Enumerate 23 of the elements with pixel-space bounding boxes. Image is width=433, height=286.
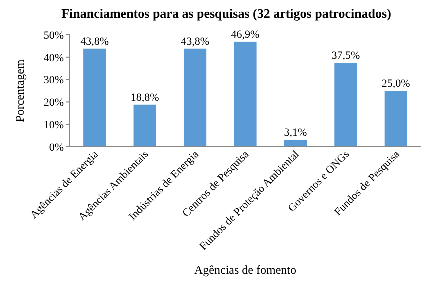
chart-title: Financiamentos para as pesquisas (32 artigos patrocinados) [62, 6, 392, 21]
bar [334, 63, 358, 147]
y-tick-label: 50% [44, 30, 64, 42]
y-tick-label: 30% [44, 74, 64, 87]
bar [134, 104, 156, 147]
data-label: 25,0% [382, 78, 410, 90]
bar [384, 91, 408, 147]
data-label: 18,8% [130, 92, 160, 104]
bar [84, 48, 106, 147]
bar [184, 48, 207, 147]
y-tick-label: 20% [44, 97, 64, 110]
y-tick-label: 40% [44, 52, 64, 64]
data-label: 37,5% [332, 50, 360, 62]
data-label: 3,1% [284, 127, 308, 140]
data-label: 46,9% [231, 28, 260, 41]
y-tick-label: 10% [44, 119, 64, 132]
x-axis-title: Agências de fomento [194, 263, 296, 277]
data-label: 43,8% [80, 36, 110, 48]
y-axis-title: Porcentagem [13, 59, 27, 122]
data-label: 43,8% [181, 36, 210, 48]
bar [284, 140, 308, 147]
y-tick-label: 0% [49, 142, 64, 154]
bar [234, 42, 257, 147]
